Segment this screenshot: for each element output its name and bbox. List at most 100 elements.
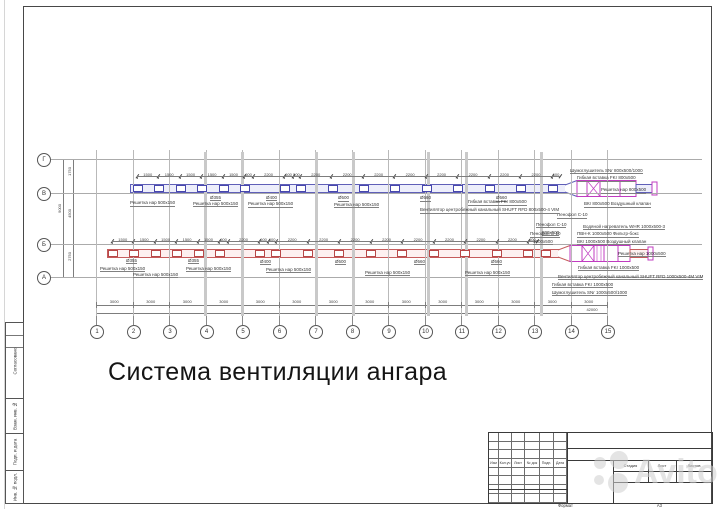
bottom-dim-segment: 3000	[182, 299, 192, 304]
column-axis-line	[388, 150, 389, 316]
column-axis-line	[461, 150, 462, 316]
duct-grille	[334, 249, 344, 257]
revision-cell	[499, 493, 512, 503]
duct-dim-value: 600	[260, 236, 267, 242]
bottom-dim-segment: 3000	[474, 299, 484, 304]
duct-grille	[516, 184, 526, 192]
duct-dim-value: 600	[245, 171, 252, 177]
format-label: Формат	[558, 503, 573, 508]
revision-cell	[525, 433, 540, 442]
revision-cell	[499, 441, 512, 451]
side-strip-cell: Подп. и дата	[6, 434, 23, 471]
revision-cell	[489, 450, 499, 460]
revision-cell	[525, 476, 540, 486]
format-value: А3	[656, 503, 662, 508]
row-axis-bubble: Г	[37, 153, 51, 167]
column-axis-bubble: 2	[126, 325, 141, 339]
duct-dim-value: 1500	[164, 171, 174, 177]
duct-dim-value: 2200	[531, 171, 541, 177]
side-strip-cell: Согласовано	[6, 323, 23, 399]
bottom-dim-tick	[534, 302, 535, 308]
revision-cell	[499, 450, 512, 460]
equipment-annotation: Гибкая вставка FKr 800х500	[577, 175, 636, 182]
duct-grille	[429, 249, 439, 257]
revision-cell	[499, 476, 512, 486]
duct-label: Решетка нар 500х150	[186, 265, 232, 272]
column-axis-line	[497, 150, 499, 316]
row-axis-line	[50, 244, 702, 245]
duct-grille	[176, 184, 186, 192]
duct-label: Решетка нар 500х150	[130, 200, 176, 207]
equipment-annotation: 1000х500	[533, 238, 553, 245]
revision-cell	[540, 441, 554, 451]
bottom-dim-segment: 3000	[255, 299, 265, 304]
revision-header-cell: № док	[525, 459, 540, 468]
strip-divider	[6, 347, 23, 348]
duct-label: Ø500	[335, 258, 347, 265]
side-strip: Согласовано Взам. инв. № Подп. и дата Ин…	[5, 322, 24, 504]
duct-grille	[194, 249, 204, 257]
duct-dim-value: 2200	[500, 171, 509, 177]
equipment-annotation: ВКr 800х500 Воздушный клапан	[584, 201, 651, 208]
column-axis-stub	[169, 316, 170, 325]
duct-label: Ø500	[338, 195, 350, 202]
equipment-annotation: Пенофол С-10	[530, 231, 561, 238]
duct-label: Решетка нар 500х150	[100, 265, 146, 272]
bottom-dim-segment: 3000	[109, 299, 119, 304]
side-strip-label: Согласовано	[12, 346, 17, 375]
title-block-line	[613, 471, 712, 472]
column-axis-line	[278, 150, 280, 316]
duct-dim-value: 600	[552, 171, 560, 177]
bottom-dim-segment: 3000	[219, 299, 229, 304]
side-strip-cell: Взам. инв. №	[6, 399, 23, 434]
column-axis-stub	[278, 316, 280, 325]
duct-label: Ø355	[188, 257, 200, 264]
duct-dim-value: 500	[293, 171, 300, 177]
title-block-line	[567, 448, 712, 449]
column-axis-bubble: 7	[309, 325, 323, 339]
bottom-dim-total: 42000	[586, 307, 598, 312]
duct-grille	[492, 249, 502, 257]
column-axis-bubble: 13	[528, 325, 542, 339]
column-axis-stub	[205, 316, 207, 325]
duct-label: Ø400	[260, 258, 272, 265]
revision-table: Изм Кол.уч Лист № док Подп. Дата	[489, 433, 568, 503]
format-note: Формат А3	[558, 503, 662, 508]
duct-dim-value: 600	[268, 236, 276, 242]
left-dim-segment: 1750	[67, 167, 72, 176]
wall-line	[427, 152, 430, 316]
bottom-dim-tick	[497, 302, 499, 308]
strip-divider	[6, 335, 23, 336]
column-axis-stub	[96, 316, 97, 325]
revision-cell	[499, 467, 512, 477]
revision-cell	[512, 441, 525, 451]
revision-header-cell: Лист	[512, 459, 525, 468]
page-edge-left	[4, 0, 5, 509]
row-axis-line	[50, 159, 702, 160]
column-axis-bubble: 14	[564, 325, 579, 339]
duct-dim-value: 2200	[382, 236, 391, 242]
column-axis-bubble: 10	[418, 325, 433, 339]
column-axis-stub	[570, 316, 572, 325]
equipment-annotation: Вентилятор центробежный канальный SHUFT …	[420, 207, 560, 214]
duct-dim-value: 2200	[287, 236, 297, 242]
column-axis-stub	[461, 316, 462, 325]
duct-grille	[485, 184, 495, 192]
column-axis-bubble: 3	[163, 325, 177, 339]
equipment-annotation: Вентилятор центробежный канальный SHUFT …	[558, 273, 704, 280]
column-axis-stub	[424, 316, 426, 325]
equipment-annotation: Пенофол С-10	[557, 212, 588, 219]
wall-line	[540, 152, 543, 316]
revision-header-cell: Изм	[489, 459, 499, 468]
revision-cell	[540, 493, 554, 503]
duct-grille	[255, 249, 265, 257]
side-strip-label: Инв. № подл.	[12, 472, 17, 501]
revision-cell	[489, 433, 499, 442]
revision-cell	[489, 493, 499, 503]
duct-dim-value: 2200	[405, 171, 415, 177]
duct-grille	[154, 184, 164, 192]
duct-label: Ø355	[210, 194, 222, 201]
duct-dim-value: 1500	[161, 236, 171, 242]
column-axis-stub	[534, 316, 535, 325]
